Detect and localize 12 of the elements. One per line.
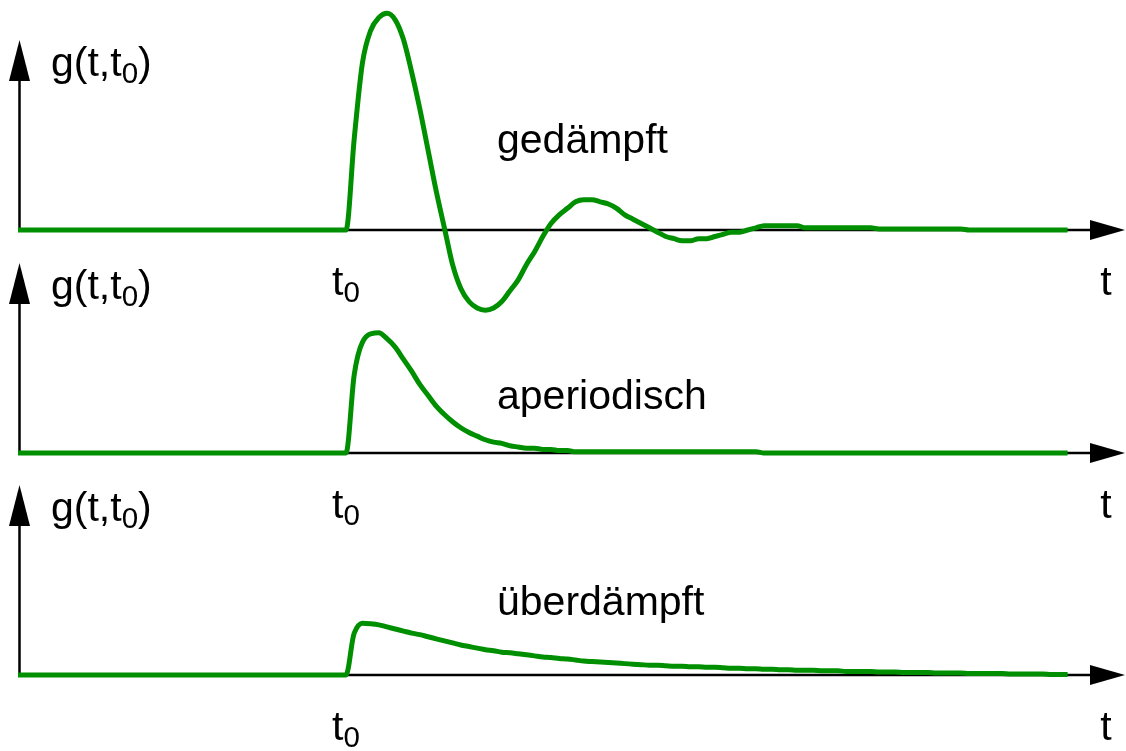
y-axis-title: g(t,t$_{0}$) <box>51 484 152 535</box>
annotation: t$_{0}$ <box>332 258 360 309</box>
y-axis-title: g(t,t$_{0}$) <box>51 39 152 90</box>
x-axis-title: t <box>1100 258 1113 304</box>
series-label: aperiodisch <box>497 372 707 418</box>
text: t$_{0}$ <box>332 703 360 751</box>
text: t$_{0}$ <box>332 481 360 532</box>
series-label: gedämpft <box>497 116 669 162</box>
series-label: überdämpft <box>497 578 706 624</box>
x-axis-title: t <box>1100 481 1113 527</box>
x-axis-title: t <box>1100 703 1113 749</box>
y-axis-title: g(t,t$_{0}$) <box>51 262 152 313</box>
